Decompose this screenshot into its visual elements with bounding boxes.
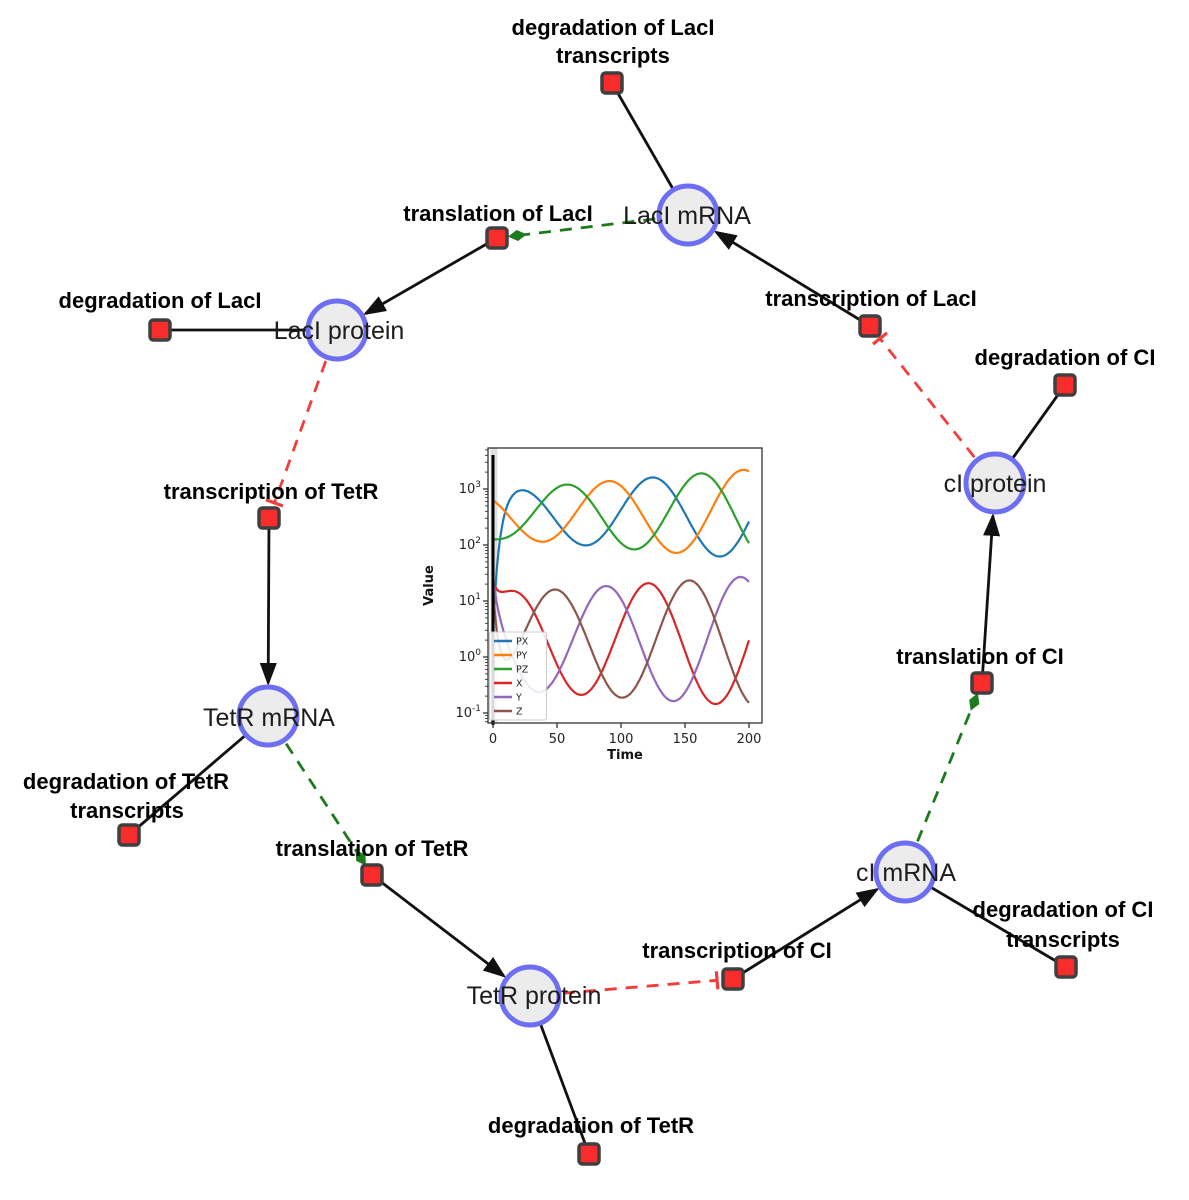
reaction-nodes <box>117 71 1078 1166</box>
reaction-label: degradation of LacI <box>59 288 262 313</box>
reaction-node-transcription-of-laci[interactable] <box>858 314 882 338</box>
reaction-node-degradation-of-tetr[interactable] <box>577 1142 601 1166</box>
edge-translation-of-ci-to-ci-protein <box>980 512 1001 684</box>
reaction-label: transcripts <box>556 43 670 68</box>
x-axis-label: Time <box>607 748 643 763</box>
reaction-label: degradation of TetR <box>488 1113 694 1138</box>
plot-frame <box>487 447 763 724</box>
inhibition-edge-tetr-protein-to-transcription-of-ci <box>562 978 718 995</box>
modifier-edge-laci-mrna-to-translation-of-laci <box>507 217 656 241</box>
legend-label-PY: PY <box>516 651 528 662</box>
inhibition-tbar-transcription-of-laci <box>872 331 888 346</box>
x-tick-label: 0 <box>489 732 497 747</box>
reaction-node-degradation-of-tetr-transcripts[interactable] <box>117 823 141 847</box>
x-tick-label: 150 <box>673 732 698 747</box>
reaction-node-degradation-of-laci[interactable] <box>148 318 172 342</box>
species-node-tetr-mrna[interactable] <box>236 684 300 748</box>
species-nodes <box>236 183 1027 1028</box>
edge-translation-of-laci-to-laci-protein <box>362 236 498 316</box>
inhibition-tbar-transcription-of-ci <box>714 971 720 990</box>
series-X <box>491 581 751 706</box>
y-axis-label: Value <box>422 565 437 606</box>
reaction-label: degradation of CI <box>975 345 1156 370</box>
species-node-tetr-protein[interactable] <box>498 964 562 1028</box>
inhibition-edge-ci-protein-to-transcription-of-laci <box>878 337 976 459</box>
center-plot: 0 50 100 150 200 Time 10-1 100 101 102 103 Value PX P… <box>422 447 763 763</box>
edge-transcription-of-tetr-to-tetr-mrna <box>259 517 277 686</box>
legend-label-PX: PX <box>516 637 529 648</box>
reaction-label: degradation of CI <box>973 897 1154 922</box>
y-tick-label: 101 <box>459 592 481 609</box>
reaction-label: transcripts <box>70 798 184 823</box>
edge-transcription-of-laci-to-laci-mrna <box>713 230 871 328</box>
reaction-node-degradation-of-laci-transcripts[interactable] <box>600 71 624 95</box>
modifier-edge-tetr-mrna-to-translation-of-tetr <box>284 742 367 866</box>
series-Z <box>491 579 750 704</box>
edge-transcription-of-ci-to-ci-mrna <box>732 887 880 981</box>
reaction-label: transcription of CI <box>642 938 831 963</box>
reaction-node-transcription-of-tetr[interactable] <box>257 506 281 530</box>
reaction-label: degradation of LacI <box>512 15 715 40</box>
edges <box>128 82 1067 1155</box>
x-tick-label: 50 <box>549 732 566 747</box>
reaction-node-transcription-of-ci[interactable] <box>721 967 745 991</box>
reaction-node-translation-of-laci[interactable] <box>485 226 509 250</box>
species-node-laci-mrna[interactable] <box>656 183 720 247</box>
reaction-node-degradation-of-ci[interactable] <box>1053 373 1077 397</box>
species-label: LacI protein <box>274 317 405 345</box>
labels: degradation of LacI transcripts translat… <box>23 15 1156 1138</box>
y-tick-label: 102 <box>459 536 481 553</box>
reaction-node-degradation-of-ci-transcripts[interactable] <box>1054 955 1078 979</box>
edge-translation-of-tetr-to-tetr-protein <box>371 873 507 978</box>
legend-label-Z: Z <box>516 707 523 718</box>
inhibition-edge-laci-protein-to-transcription-of-tetr <box>273 360 328 504</box>
species-label: LacI mRNA <box>623 202 751 230</box>
reaction-node-translation-of-ci[interactable] <box>970 671 994 695</box>
series-PX <box>491 476 750 630</box>
inhibition-tbar-transcription-of-tetr <box>265 498 284 508</box>
y-tick-label: 10-1 <box>455 704 481 721</box>
species-label: TetR mRNA <box>203 704 335 732</box>
reaction-label: translation of TetR <box>276 836 469 861</box>
series-PY <box>492 468 750 554</box>
y-tick-label: 100 <box>459 648 482 665</box>
y-tick-label: 103 <box>459 480 481 497</box>
species-label: TetR protein <box>467 982 602 1010</box>
species-node-ci-mrna[interactable] <box>873 840 937 904</box>
legend-label-Y: Y <box>515 693 522 704</box>
legend-label-X: X <box>516 679 523 690</box>
reaction-label: transcription of LacI <box>765 286 976 311</box>
reaction-label: transcripts <box>1006 927 1120 952</box>
species-node-laci-protein[interactable] <box>305 298 369 362</box>
reaction-label: degradation of TetR <box>23 769 229 794</box>
x-tick-label: 200 <box>737 732 762 747</box>
modifier-edge-ci-mrna-to-translation-of-ci <box>916 693 980 842</box>
x-tick-label: 100 <box>609 732 634 747</box>
reaction-label: transcription of TetR <box>164 479 379 504</box>
series-PZ <box>493 472 750 551</box>
reaction-label: translation of LacI <box>403 201 592 226</box>
species-node-ci-protein[interactable] <box>963 451 1027 515</box>
species-label: cI protein <box>944 470 1047 498</box>
species-label: cI mRNA <box>856 859 956 887</box>
reaction-label: translation of CI <box>896 644 1063 669</box>
reaction-node-translation-of-tetr[interactable] <box>360 863 384 887</box>
legend-label-PZ: PZ <box>516 665 529 676</box>
